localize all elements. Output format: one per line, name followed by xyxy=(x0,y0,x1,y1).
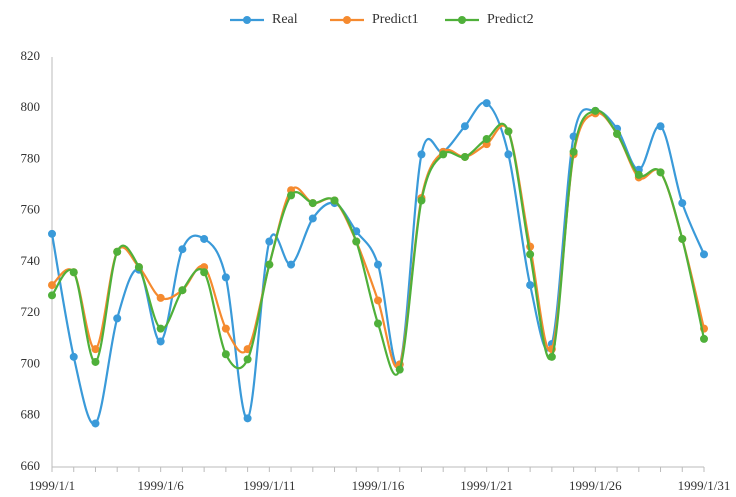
data-point xyxy=(482,99,491,108)
y-tick-label: 800 xyxy=(21,99,41,114)
data-point xyxy=(221,350,230,359)
data-point xyxy=(200,234,209,243)
legend-marker xyxy=(458,16,466,24)
legend-text: Predict1 xyxy=(372,12,419,27)
data-point xyxy=(308,199,317,208)
x-tick-label: 1999/1/21 xyxy=(460,478,513,493)
data-point xyxy=(308,214,317,223)
legend-marker xyxy=(343,16,351,24)
data-point xyxy=(504,127,513,136)
data-point xyxy=(656,168,665,177)
data-point xyxy=(526,250,535,259)
data-point xyxy=(265,237,274,246)
y-tick-label: 660 xyxy=(21,458,41,473)
y-tick-label: 680 xyxy=(21,407,41,422)
x-tick-label: 1999/1/26 xyxy=(569,478,622,493)
data-point xyxy=(156,293,165,302)
y-tick-label: 760 xyxy=(21,202,41,217)
x-tick-label: 1999/1/1 xyxy=(29,478,75,493)
data-point xyxy=(656,122,665,131)
data-point xyxy=(134,263,143,272)
x-tick-label: 1999/1/31 xyxy=(678,478,731,493)
data-point xyxy=(178,245,187,254)
y-tick-label: 700 xyxy=(21,355,41,370)
data-point xyxy=(678,199,687,208)
legend-item: Predict2 xyxy=(445,12,534,27)
data-point xyxy=(48,281,56,290)
data-point xyxy=(634,170,643,179)
data-point xyxy=(613,129,622,138)
data-point xyxy=(91,419,100,428)
data-point xyxy=(374,296,382,305)
data-point xyxy=(374,260,382,269)
data-point xyxy=(156,324,165,333)
data-point xyxy=(287,260,296,269)
data-point xyxy=(460,152,469,161)
data-point xyxy=(69,352,78,361)
legend-item: Real xyxy=(230,12,298,27)
data-point xyxy=(221,273,230,282)
data-point xyxy=(287,191,296,200)
data-point xyxy=(417,150,426,159)
data-point xyxy=(547,352,556,361)
data-point xyxy=(113,314,122,323)
series-line xyxy=(51,111,706,369)
data-point xyxy=(91,345,100,354)
data-point xyxy=(48,291,56,300)
data-point xyxy=(700,250,708,259)
data-point xyxy=(417,196,426,205)
data-point xyxy=(526,281,535,290)
data-point xyxy=(265,260,274,269)
legend-item: Predict1 xyxy=(330,12,419,27)
data-point xyxy=(482,135,491,143)
data-point xyxy=(243,355,252,364)
x-tick-label: 1999/1/11 xyxy=(243,478,295,493)
legend-marker xyxy=(243,16,251,24)
data-point xyxy=(591,106,600,115)
y-tick-label: 780 xyxy=(21,150,41,165)
data-point xyxy=(221,324,230,333)
data-point xyxy=(460,122,469,131)
data-point xyxy=(439,150,448,159)
y-tick-label: 820 xyxy=(21,48,41,63)
y-tick-label: 720 xyxy=(21,304,41,319)
data-point xyxy=(113,247,122,256)
legend-text: Real xyxy=(272,12,298,27)
data-point xyxy=(91,357,100,366)
x-tick-label: 1999/1/6 xyxy=(138,478,185,493)
data-point xyxy=(243,414,252,423)
data-point xyxy=(69,268,78,277)
data-point xyxy=(374,319,382,328)
data-point xyxy=(48,229,56,238)
data-point xyxy=(569,147,578,156)
data-point xyxy=(352,237,361,246)
data-point xyxy=(178,286,187,295)
x-tick-label: 1999/1/16 xyxy=(352,478,405,493)
data-point xyxy=(395,365,404,374)
data-point xyxy=(330,196,339,205)
data-point xyxy=(504,150,513,159)
data-point xyxy=(700,334,708,343)
y-tick-label: 740 xyxy=(21,253,41,268)
data-point xyxy=(200,268,209,277)
data-point xyxy=(156,337,165,346)
legend-text: Predict2 xyxy=(487,12,534,27)
series-line xyxy=(51,109,706,376)
data-point xyxy=(678,234,687,243)
